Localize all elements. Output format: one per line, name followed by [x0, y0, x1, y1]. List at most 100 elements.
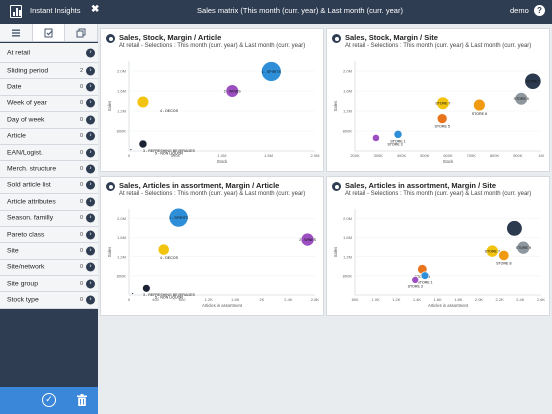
bubble-label: STORE 9	[516, 246, 531, 250]
filter-item[interactable]: Article 0 ›	[0, 129, 98, 145]
chevron-right-icon[interactable]: ›	[86, 82, 95, 92]
x-tick-label: 200K	[350, 153, 360, 158]
bubble[interactable]	[372, 134, 380, 142]
bubble-label: 4 - DECOS	[160, 109, 179, 113]
chevron-right-icon[interactable]: ›	[86, 48, 95, 57]
x-tick-label: 800	[352, 297, 359, 302]
chart-panel-sales-stock-article[interactable]: Sales, Stock, Margin / Article At retail…	[100, 28, 324, 172]
chart-settings-icon[interactable]	[332, 34, 341, 43]
bubble[interactable]	[131, 292, 134, 295]
chart-settings-icon[interactable]	[106, 34, 115, 43]
sidebar: At retail › Sliding period 2 › Date 0 › Week of …	[0, 24, 99, 414]
bubble[interactable]	[168, 207, 189, 228]
chart-settings-icon[interactable]	[106, 182, 115, 191]
user-name[interactable]: demo	[510, 6, 529, 15]
bubble[interactable]	[138, 139, 148, 149]
bubble[interactable]	[225, 84, 239, 98]
chart-panel-sales-stock-site[interactable]: Sales, Stock, Margin / Site At retail - …	[326, 28, 550, 172]
chevron-right-icon[interactable]: ›	[86, 279, 95, 289]
bubble[interactable]	[514, 92, 528, 106]
filter-item[interactable]: Stock type 0 ›	[0, 292, 98, 309]
filter-list: At retail › Sliding period 2 › Date 0 › Week of …	[0, 43, 98, 309]
chart-settings-icon[interactable]	[332, 182, 341, 191]
chart-panel-sales-assortment-article[interactable]: Sales, Articles in assortment, Margin / …	[100, 176, 324, 316]
filter-item[interactable]: Pareto class 0 ›	[0, 227, 98, 244]
filter-item[interactable]: EAN/Logist. 0 ›	[0, 145, 98, 162]
filter-item[interactable]: Sold article list 0 ›	[0, 178, 98, 195]
help-icon[interactable]: ?	[534, 5, 545, 16]
bubble[interactable]	[506, 220, 523, 237]
bubble[interactable]	[129, 148, 133, 151]
filter-label: Site	[7, 247, 19, 255]
filter-item[interactable]: Season. familly 0 ›	[0, 211, 98, 227]
chevron-right-icon[interactable]: ›	[86, 213, 95, 223]
filter-item[interactable]: At retail ›	[0, 43, 98, 63]
chevron-right-icon[interactable]: ›	[86, 180, 95, 190]
x-tick-label: 400	[152, 297, 159, 302]
tab-list[interactable]	[0, 24, 33, 41]
chart-panel-sales-assortment-site[interactable]: Sales, Articles in assortment, Margin / …	[326, 176, 550, 316]
filter-item[interactable]: Day of week 0 ›	[0, 112, 98, 129]
filter-item[interactable]: Sliding period 2 ›	[0, 63, 98, 80]
bubble[interactable]	[142, 284, 151, 293]
bubble[interactable]	[261, 61, 282, 82]
x-tick-label: 1.0K	[372, 297, 381, 302]
bubble-label: 1 - SPIRITS	[169, 216, 189, 220]
bubble[interactable]	[436, 96, 450, 110]
chevron-right-icon[interactable]: ›	[86, 164, 95, 174]
filter-count: 0	[79, 100, 83, 107]
chevron-right-icon[interactable]: ›	[86, 98, 95, 108]
x-tick-label: 900K	[513, 153, 523, 158]
chevron-right-icon[interactable]: ›	[86, 131, 95, 141]
bubble[interactable]	[300, 232, 315, 247]
bubble[interactable]	[498, 249, 510, 261]
filter-item[interactable]: Site group 0 ›	[0, 276, 98, 293]
apply-check-icon[interactable]: ✓	[42, 393, 56, 407]
x-tick-label: 400K	[397, 153, 407, 158]
tab-selection[interactable]	[32, 24, 66, 41]
bubble[interactable]	[136, 95, 150, 109]
filter-count: 0	[79, 297, 83, 304]
close-icon[interactable]: ✖	[91, 4, 100, 15]
y-tick-label: 1.2M	[343, 109, 352, 114]
filter-item[interactable]: Week of year 0 ›	[0, 96, 98, 113]
chevron-right-icon[interactable]: ›	[86, 246, 95, 256]
panel-title: Sales, Articles in assortment, Margin / …	[119, 181, 280, 190]
app-logo-icon	[10, 5, 22, 18]
chevron-right-icon[interactable]: ›	[86, 115, 95, 125]
chevron-right-icon[interactable]: ›	[86, 262, 95, 272]
bubble-label: STORE 0	[525, 80, 540, 84]
bubble[interactable]	[157, 243, 170, 256]
filter-label: Pareto class	[7, 231, 45, 239]
trash-icon[interactable]	[77, 394, 87, 406]
bubble[interactable]	[516, 240, 531, 255]
bubble[interactable]	[524, 72, 542, 90]
filter-item[interactable]: Merch. structure 0 ›	[0, 161, 98, 178]
filter-item[interactable]: Article attributes 0 ›	[0, 194, 98, 211]
chevron-right-icon[interactable]: ›	[86, 197, 95, 207]
filter-label: Site/network	[7, 263, 45, 271]
chevron-right-icon[interactable]: ›	[86, 230, 95, 240]
bubble-label: 2 - WINES	[299, 238, 317, 242]
bubble-label: 1 - SPIRITS	[262, 70, 282, 74]
tab-copy[interactable]	[65, 24, 99, 41]
chevron-right-icon[interactable]: ›	[86, 295, 95, 305]
filter-item[interactable]: Site 0 ›	[0, 243, 98, 260]
filter-item[interactable]: Date 0 ›	[0, 79, 98, 96]
bubble[interactable]	[420, 271, 430, 280]
chevron-right-icon[interactable]: ›	[86, 66, 95, 76]
filter-item[interactable]: Site/network 0 ›	[0, 260, 98, 277]
filter-label: Article	[7, 132, 26, 140]
bubble[interactable]	[411, 276, 419, 284]
y-tick-label: 800K	[117, 129, 127, 134]
bubble[interactable]	[393, 129, 403, 139]
x-tick-label: 700K	[467, 153, 477, 158]
bubble[interactable]	[485, 244, 499, 258]
filter-count: 0	[79, 264, 83, 271]
bubble[interactable]	[436, 113, 448, 124]
x-tick-label: 1M	[538, 153, 544, 158]
chevron-right-icon[interactable]: ›	[86, 148, 95, 158]
bubble-label: STORE 8	[496, 262, 511, 266]
bubble[interactable]	[473, 98, 486, 112]
panel-subtitle: At retail - Selections : This month (cur…	[345, 191, 532, 197]
